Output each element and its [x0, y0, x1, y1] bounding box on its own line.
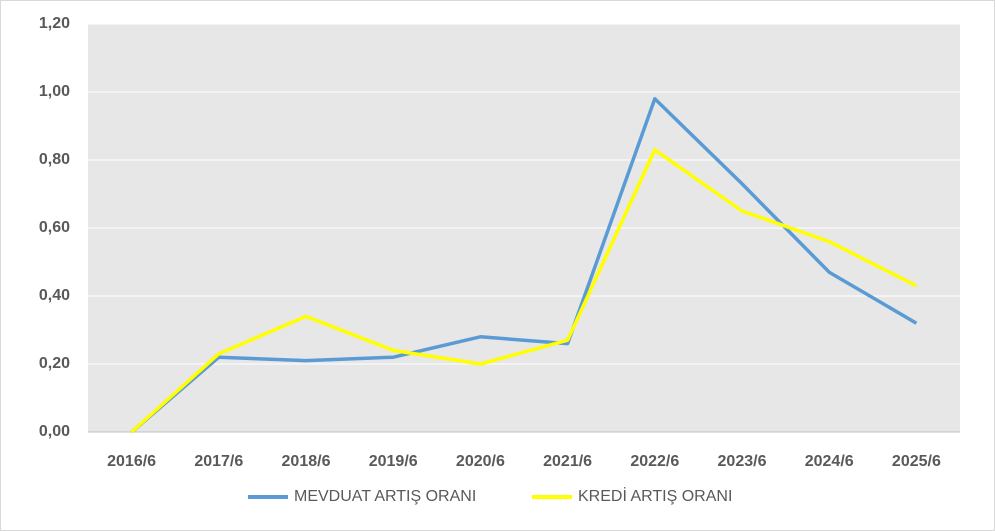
y-tick-label: 0,00 — [39, 423, 70, 440]
x-tick-label: 2023/6 — [718, 453, 767, 470]
y-tick-label: 1,20 — [39, 15, 70, 32]
x-tick-label: 2019/6 — [369, 453, 418, 470]
x-tick-label: 2024/6 — [805, 453, 854, 470]
x-tick-label: 2017/6 — [194, 453, 243, 470]
x-tick-label: 2018/6 — [282, 453, 331, 470]
legend-label: KREDİ ARTIŞ ORANI — [578, 486, 732, 505]
y-tick-label: 0,80 — [39, 151, 70, 168]
y-tick-label: 1,00 — [39, 83, 70, 100]
series-line — [130, 148, 918, 434]
x-tick-label: 2022/6 — [630, 453, 679, 470]
x-tick-label: 2020/6 — [456, 453, 505, 470]
y-tick-label: 0,60 — [39, 219, 70, 236]
x-tick-label: 2016/6 — [107, 453, 156, 470]
y-tick-label: 0,20 — [39, 355, 70, 372]
legend-label: MEVDUAT ARTIŞ ORANI — [294, 488, 476, 505]
legend: MEVDUAT ARTIŞ ORANI KREDİ ARTIŞ ORANI — [248, 486, 732, 505]
x-tick-label: 2025/6 — [892, 453, 941, 470]
y-tick-label: 0,40 — [39, 287, 70, 304]
x-tick-label: 2021/6 — [543, 453, 592, 470]
